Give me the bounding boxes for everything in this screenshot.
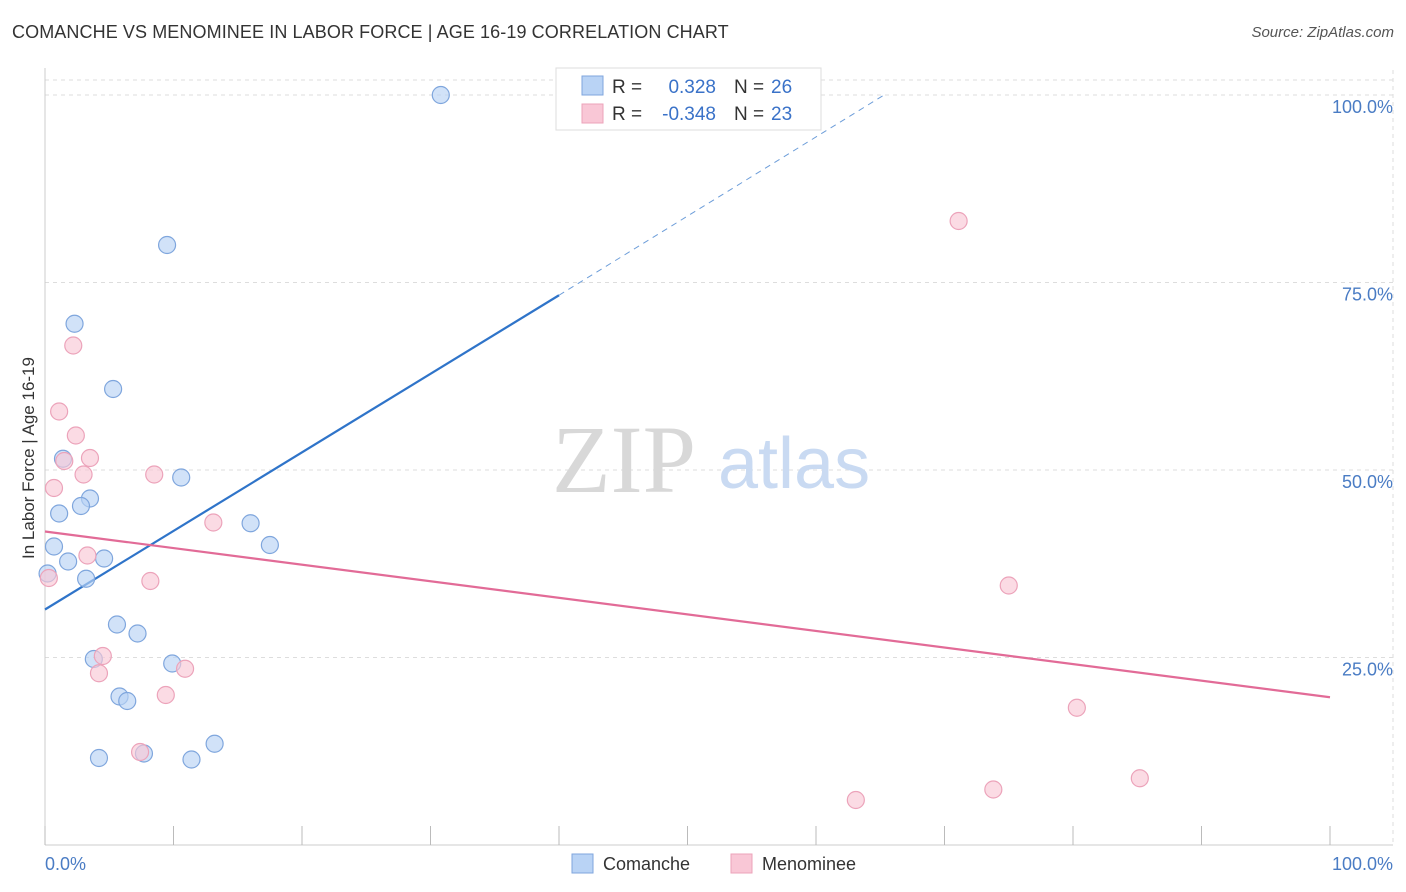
x-tick-label-max: 100.0%	[1332, 854, 1393, 874]
point-menominee	[44, 478, 64, 498]
point-comanche	[260, 535, 279, 555]
y-tick-label: 75.0%	[1342, 285, 1393, 305]
point-comanche	[59, 552, 78, 571]
axes-layer: 25.0% 50.0% 75.0% 100.0% 0.0% 100.0%	[44, 68, 1393, 874]
point-comanche	[118, 691, 137, 711]
watermark-zip: ZIP	[552, 406, 696, 513]
y-tick-label: 25.0%	[1342, 660, 1393, 680]
point-comanche	[241, 514, 260, 533]
point-menominee	[55, 451, 74, 471]
legend-r-value-menominee: -0.348	[662, 104, 716, 125]
y-axis-label: In Labor Force | Age 16-19	[19, 357, 38, 559]
point-menominee	[145, 465, 164, 484]
trend-layer	[44, 94, 1331, 699]
point-menominee	[64, 336, 83, 355]
point-comanche	[128, 624, 147, 643]
source-label: Source: ZipAtlas.com	[1251, 24, 1394, 41]
point-comanche	[157, 235, 177, 255]
point-menominee	[984, 780, 1003, 799]
point-comanche	[431, 85, 450, 105]
trend-line-comanche	[44, 294, 560, 611]
point-comanche	[182, 750, 201, 769]
x-tick-label-min: 0.0%	[45, 854, 86, 874]
point-menominee	[999, 576, 1018, 595]
watermark-atlas: atlas	[718, 424, 870, 504]
point-comanche	[107, 615, 127, 634]
legend-n-label-comanche: N =	[734, 77, 764, 98]
y-tick-label: 50.0%	[1342, 472, 1393, 492]
point-menominee	[204, 513, 223, 532]
chart-title: COMANCHE VS MENOMINEE IN LABOR FORCE | A…	[12, 22, 729, 42]
point-menominee	[1130, 769, 1149, 788]
grid-layer	[45, 70, 1394, 845]
point-comanche	[77, 569, 96, 588]
bottom-legend-label-comanche: Comanche	[603, 854, 690, 874]
bottom-legend-swatch-comanche	[571, 853, 594, 874]
point-menominee	[141, 571, 160, 591]
point-comanche	[50, 504, 69, 523]
point-comanche	[71, 496, 91, 516]
point-comanche	[172, 468, 191, 487]
point-comanche	[95, 549, 114, 568]
point-menominee	[130, 742, 150, 762]
point-menominee	[78, 546, 97, 565]
legend-swatch-comanche	[581, 75, 604, 96]
point-menominee	[39, 568, 58, 588]
point-menominee	[89, 664, 109, 683]
point-comanche	[205, 734, 224, 753]
point-menominee	[156, 685, 175, 705]
legend-swatch-menominee	[581, 103, 604, 124]
bottom-legend-swatch-menominee	[730, 853, 753, 874]
point-comanche	[44, 537, 64, 556]
trend-line-comanche-extension	[558, 94, 885, 296]
point-menominee	[93, 646, 112, 666]
point-comanche	[104, 379, 123, 399]
legend-r-label-comanche: R =	[612, 77, 642, 98]
legend-r-value-comanche: 0.328	[668, 77, 716, 98]
point-menominee	[74, 465, 93, 484]
legend-n-value-comanche: 26	[771, 77, 792, 98]
point-menominee	[80, 448, 100, 468]
point-menominee	[1067, 698, 1086, 717]
series-legend: Comanche Menominee	[571, 853, 856, 874]
point-menominee	[175, 659, 195, 678]
point-menominee	[50, 402, 69, 421]
point-comanche	[65, 314, 84, 333]
legend-n-label-menominee: N =	[734, 104, 764, 125]
points-layer	[38, 85, 1149, 810]
legend-r-label-menominee: R =	[612, 104, 642, 125]
point-menominee	[846, 790, 865, 810]
trend-line-menominee	[44, 530, 1331, 699]
watermark: ZIP atlas	[552, 406, 870, 513]
legend-n-value-menominee: 23	[771, 104, 792, 125]
stats-legend: R = 0.328 N = 26 R = -0.348 N = 23	[555, 67, 822, 131]
point-comanche	[89, 748, 109, 768]
bottom-legend-label-menominee: Menominee	[762, 854, 856, 874]
point-menominee	[949, 211, 968, 231]
point-menominee	[66, 426, 85, 445]
y-tick-label: 100.0%	[1332, 97, 1393, 117]
